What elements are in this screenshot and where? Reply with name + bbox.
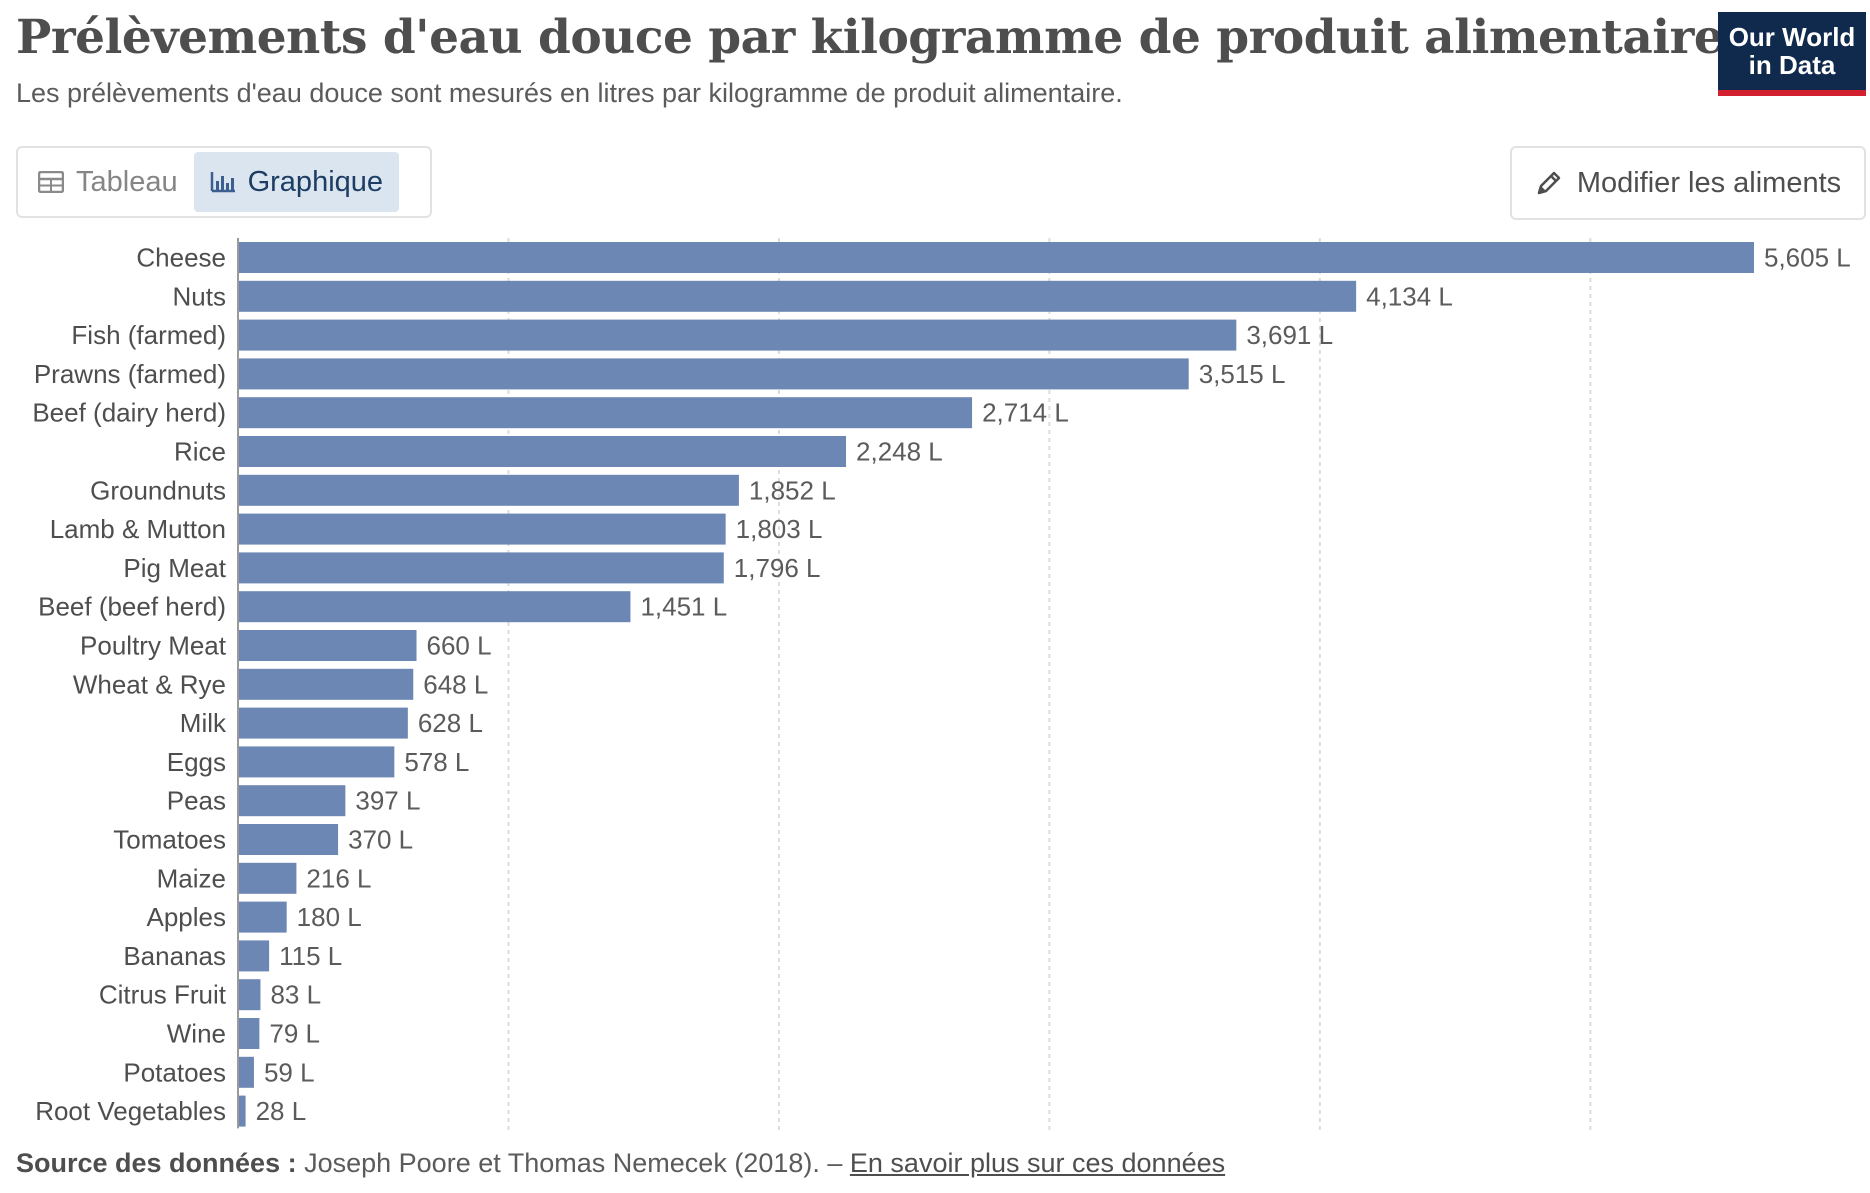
value-label: 1,803 L — [736, 514, 823, 544]
bar[interactable] — [238, 707, 408, 739]
bar[interactable] — [238, 785, 346, 817]
value-label: 648 L — [423, 669, 488, 699]
category-label: Root Vegetables — [35, 1096, 226, 1126]
bar[interactable] — [238, 591, 631, 623]
bar[interactable] — [238, 979, 261, 1011]
bar[interactable] — [238, 280, 1357, 312]
value-label: 216 L — [306, 863, 371, 893]
value-label: 3,515 L — [1199, 359, 1286, 389]
source-text: Joseph Poore et Thomas Nemecek (2018). – — [304, 1148, 843, 1178]
bar[interactable] — [238, 824, 339, 855]
category-label: Rice — [174, 437, 226, 467]
category-label: Milk — [180, 708, 227, 738]
bar[interactable] — [238, 668, 414, 700]
table-icon — [38, 171, 64, 193]
category-label: Wheat & Rye — [73, 669, 226, 699]
category-label: Eggs — [167, 747, 226, 777]
tab-chart[interactable]: Graphique — [193, 152, 400, 212]
bar-chart: Cheese 5,605 L Nuts 4,134 L Fish (farmed) 3,6… — [32, 238, 1851, 1130]
bar[interactable] — [238, 358, 1189, 390]
value-label: 660 L — [427, 631, 492, 661]
bar[interactable] — [238, 1056, 254, 1088]
category-label: Potatoes — [123, 1057, 226, 1087]
category-label: Tomatoes — [113, 825, 226, 855]
bar[interactable] — [238, 436, 847, 467]
category-label: Apples — [147, 902, 227, 932]
value-label: 2,248 L — [856, 437, 943, 467]
value-label: 2,714 L — [982, 398, 1069, 428]
owid-logo[interactable]: Our World in Data — [1718, 12, 1866, 96]
value-label: 3,691 L — [1246, 320, 1333, 350]
category-label: Pig Meat — [123, 553, 226, 583]
value-label: 4,134 L — [1366, 281, 1453, 311]
tab-table[interactable]: Tableau — [22, 152, 194, 212]
category-label: Nuts — [173, 281, 226, 311]
category-label: Wine — [167, 1019, 226, 1049]
bar[interactable] — [238, 397, 973, 429]
value-label: 1,796 L — [734, 553, 821, 583]
value-label: 59 L — [264, 1057, 315, 1087]
value-label: 5,605 L — [1764, 243, 1851, 273]
bar[interactable] — [238, 319, 1237, 351]
source-label: Source des données : — [16, 1148, 297, 1178]
view-toggle: Tableau Graphique — [16, 146, 432, 218]
category-label: Groundnuts — [90, 475, 226, 505]
value-label: 578 L — [404, 747, 469, 777]
value-label: 370 L — [348, 825, 413, 855]
value-label: 115 L — [279, 941, 342, 971]
bar[interactable] — [238, 862, 297, 894]
bar[interactable] — [238, 1018, 260, 1049]
logo-line-2: in Data — [1748, 50, 1836, 80]
bar[interactable] — [238, 940, 270, 972]
tab-table-label: Tableau — [76, 165, 178, 198]
bars: Cheese 5,605 L Nuts 4,134 L Fish (farmed) 3,6… — [32, 242, 1851, 1127]
category-label: Fish (farmed) — [71, 320, 226, 350]
category-label: Peas — [167, 786, 226, 816]
value-label: 628 L — [418, 708, 483, 738]
bar[interactable] — [238, 552, 724, 584]
value-label: 180 L — [297, 902, 362, 932]
category-label: Bananas — [123, 941, 226, 971]
category-label: Beef (dairy herd) — [32, 398, 226, 428]
category-label: Beef (beef herd) — [38, 592, 226, 622]
tab-chart-label: Graphique — [247, 165, 384, 198]
chart-title: Prélèvements d'eau douce par kilogramme … — [16, 10, 1724, 65]
data-source: Source des données : Joseph Poore et Tho… — [16, 1148, 1225, 1179]
pencil-icon — [1537, 171, 1561, 195]
category-label: Lamb & Mutton — [50, 514, 226, 544]
value-label: 83 L — [270, 980, 321, 1010]
edit-foods-button[interactable]: Modifier les aliments — [1510, 146, 1866, 220]
category-label: Citrus Fruit — [99, 980, 227, 1010]
bar[interactable] — [238, 513, 726, 545]
value-label: 397 L — [355, 786, 420, 816]
gridlines — [507, 238, 1592, 1130]
bar[interactable] — [238, 242, 1754, 273]
bar[interactable] — [238, 1095, 246, 1127]
category-label: Cheese — [136, 243, 226, 273]
category-label: Poultry Meat — [80, 631, 227, 661]
bar[interactable] — [238, 630, 417, 661]
value-label: 1,852 L — [749, 475, 836, 505]
bar[interactable] — [238, 474, 739, 506]
logo-line-1: Our World — [1728, 22, 1856, 52]
bar-chart-icon — [210, 172, 235, 193]
category-label: Prawns (farmed) — [34, 359, 226, 389]
bar[interactable] — [238, 746, 395, 778]
chart-subtitle: Les prélèvements d'eau douce sont mesuré… — [16, 78, 1123, 108]
bar[interactable] — [238, 901, 287, 933]
value-label: 28 L — [256, 1096, 307, 1126]
learn-more-link[interactable]: En savoir plus sur ces données — [849, 1148, 1226, 1178]
value-label: 79 L — [269, 1019, 320, 1049]
value-label: 1,451 L — [640, 592, 727, 622]
category-label: Maize — [157, 863, 226, 893]
edit-foods-label: Modifier les aliments — [1576, 166, 1842, 199]
